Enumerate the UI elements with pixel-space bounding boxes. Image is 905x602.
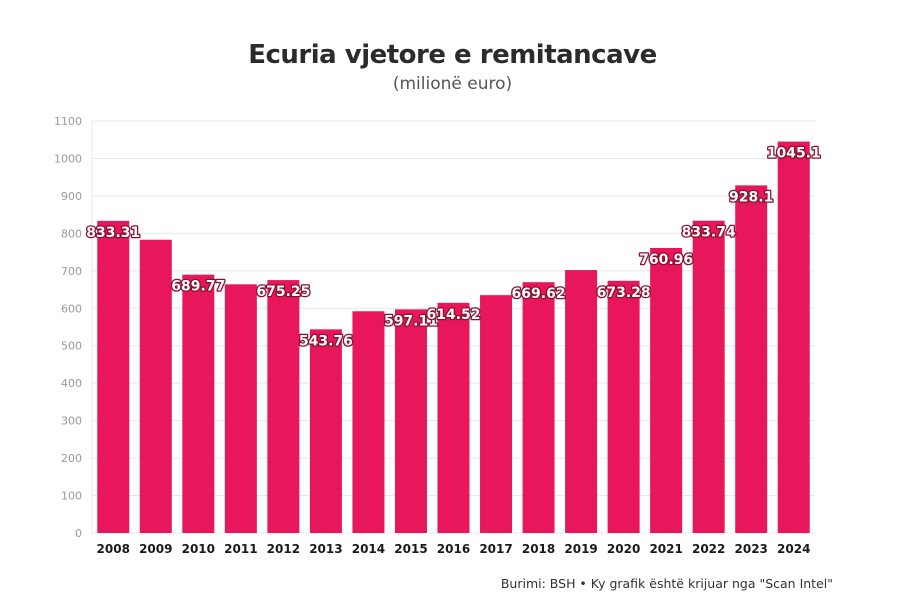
x-tick-label: 2011 [224,542,257,556]
data-label: 833.31 [86,225,140,241]
y-axis: 0 100 200 300 400 500 600 700 800 900 1000 1100 [54,115,93,540]
bar [309,329,342,533]
x-axis: 2008 2009 2010 2011 2012 2013 2014 2015 2016 2017… [97,542,811,556]
data-label: 597.11 [384,313,438,329]
y-tick-label: 0 [75,527,82,540]
y-tick-label: 300 [61,415,82,428]
bar [139,239,172,534]
y-tick-label: 1100 [54,115,82,128]
bar [522,282,555,533]
chart-subtitle: (milionë euro) [392,74,513,94]
bar [394,309,427,533]
y-tick-label: 900 [61,190,82,203]
data-label: 675.25 [256,284,310,300]
x-tick-label: 2017 [479,542,512,556]
x-tick-label: 2020 [607,542,640,556]
data-label: 760.96 [639,252,693,268]
x-tick-label: 2019 [564,542,597,556]
y-tick-label: 600 [61,302,82,315]
bar [607,280,640,533]
bar [650,247,683,533]
y-tick-label: 100 [61,490,82,503]
x-tick-label: 2010 [182,542,215,556]
bars [97,141,810,534]
bar [735,185,768,533]
x-tick-label: 2021 [649,542,682,556]
bar [182,274,215,533]
data-label: 689.77 [171,279,225,295]
bar [565,270,598,533]
y-tick-label: 200 [61,452,82,465]
y-tick-label: 400 [61,377,82,390]
bar [437,302,470,533]
x-tick-label: 2022 [692,542,725,556]
bar [692,220,725,533]
bar [97,220,130,534]
x-tick-label: 2008 [97,542,130,556]
x-tick-label: 2009 [139,542,172,556]
x-tick-label: 2023 [735,542,768,556]
x-tick-label: 2013 [309,542,342,556]
chart-title: Ecuria vjetore e remitancave [248,40,657,70]
x-tick-label: 2012 [267,542,300,556]
data-label: 1045.1 [767,146,821,162]
data-label: 928.1 [729,189,773,205]
data-label: 614.52 [426,307,480,323]
bar [267,280,300,533]
data-label: 673.28 [597,285,651,301]
y-tick-label: 700 [61,265,82,278]
source-note: Burimi: BSH • Ky grafik është krijuar ng… [500,576,833,591]
x-tick-label: 2016 [437,542,470,556]
bar [777,141,810,533]
x-tick-label: 2014 [352,542,385,556]
data-label: 543.76 [299,333,353,349]
data-label: 833.74 [682,225,736,241]
y-tick-label: 500 [61,340,82,353]
y-tick-label: 1000 [54,152,82,165]
x-tick-label: 2018 [522,542,555,556]
y-tick-label: 800 [61,227,82,240]
bar [352,311,385,533]
data-label: 669.62 [512,286,566,302]
x-tick-label: 2024 [777,542,810,556]
bar [480,295,513,533]
bar [224,284,257,533]
x-tick-label: 2015 [394,542,427,556]
